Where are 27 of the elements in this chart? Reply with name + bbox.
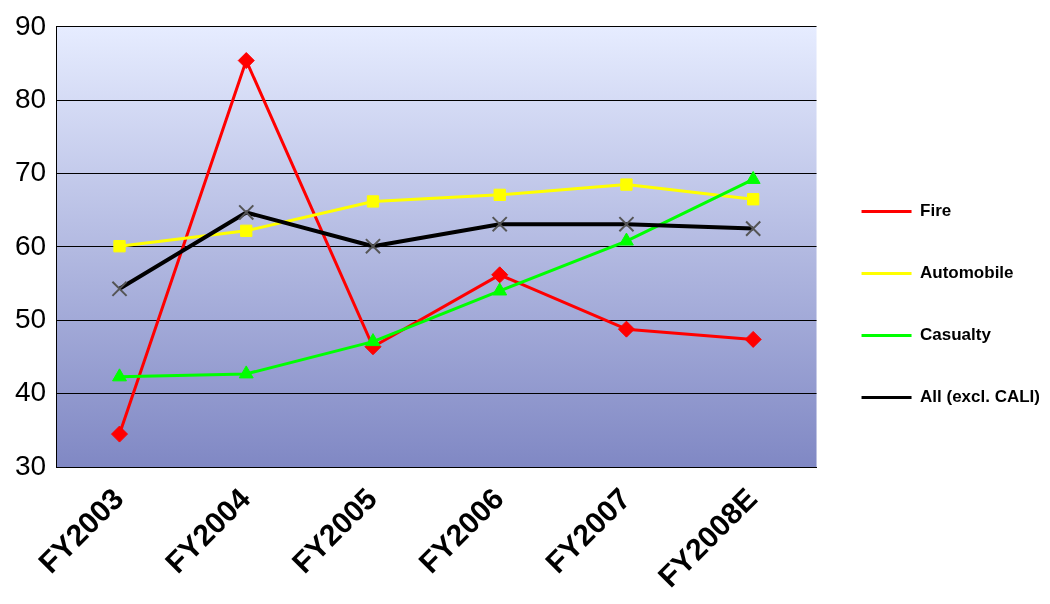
legend-label: Automobile xyxy=(920,263,1014,283)
point xyxy=(365,333,381,347)
point xyxy=(238,365,254,379)
legend-label: All (excl. CALI) xyxy=(920,387,1041,407)
point xyxy=(491,266,509,284)
y-tick-label: 80 xyxy=(14,82,47,114)
point xyxy=(111,425,129,443)
point xyxy=(747,193,760,206)
legend-label: Fire xyxy=(920,201,952,221)
y-tick-label: 40 xyxy=(14,376,47,408)
point xyxy=(744,330,762,348)
y-tick-label: 90 xyxy=(14,9,47,41)
point xyxy=(620,178,633,191)
point xyxy=(237,52,255,70)
point xyxy=(492,282,508,296)
point xyxy=(113,240,126,253)
point xyxy=(366,195,380,208)
y-tick-label: 50 xyxy=(14,303,47,335)
y-tick-label: 30 xyxy=(14,449,47,481)
legend-label: Casualty xyxy=(920,325,992,345)
y-tick-label: 60 xyxy=(14,229,47,261)
point xyxy=(617,320,635,338)
point xyxy=(619,232,634,246)
point xyxy=(493,188,506,201)
point xyxy=(240,224,253,237)
point xyxy=(112,368,127,382)
y-tick-label: 70 xyxy=(14,156,47,188)
